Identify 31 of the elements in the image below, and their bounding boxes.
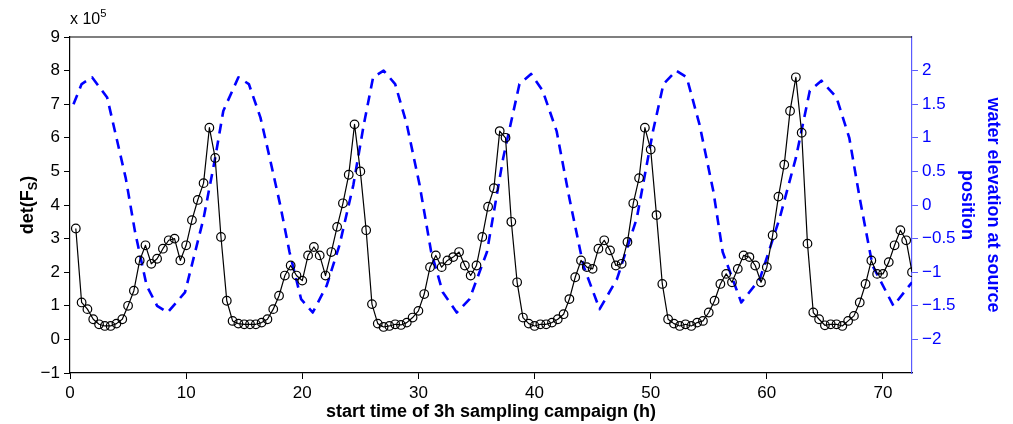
y2-tick-label: 1 bbox=[922, 127, 932, 147]
x-axis-title: start time of 3h sampling campaign (h) bbox=[325, 400, 657, 421]
y2-tick-label: −1.5 bbox=[922, 295, 956, 315]
y-tick-label: 9 bbox=[50, 26, 60, 46]
y2-tick-label: −0.5 bbox=[922, 228, 956, 248]
y2-tick-label: −1 bbox=[922, 261, 942, 281]
y-tick-label: −1 bbox=[40, 362, 60, 382]
y2-tick-label: 1.5 bbox=[922, 93, 946, 113]
x-tick-label: 30 bbox=[408, 382, 428, 402]
y2-tick-label: 2 bbox=[922, 60, 932, 80]
y-axis-title: det(FS) bbox=[16, 175, 40, 235]
x-tick-label: 70 bbox=[873, 382, 893, 402]
y2-tick-label: −2 bbox=[922, 329, 942, 349]
y-tick-label: 2 bbox=[50, 261, 60, 281]
x-tick-label: 40 bbox=[525, 382, 545, 402]
y-tick-label: 7 bbox=[50, 93, 60, 113]
y2-tick-label: 0 bbox=[922, 194, 932, 214]
x-tick-label: 20 bbox=[292, 382, 312, 402]
y2-axis-title: water elevation at source position bbox=[958, 96, 1005, 313]
x-tick-label: 0 bbox=[65, 382, 75, 402]
y-tick-label: 6 bbox=[50, 127, 60, 147]
y-tick-label: 3 bbox=[50, 228, 60, 248]
x-tick-label: 50 bbox=[641, 382, 661, 402]
y2-tick-label: 0.5 bbox=[922, 161, 946, 181]
y-tick-label: 0 bbox=[50, 329, 60, 349]
x-tick-label: 10 bbox=[176, 382, 196, 402]
y-tick-label: 8 bbox=[50, 60, 60, 80]
y-tick-label: 1 bbox=[50, 295, 60, 315]
x-tick-label: 60 bbox=[757, 382, 777, 402]
y-tick-label: 4 bbox=[50, 194, 60, 214]
y-tick-label: 5 bbox=[50, 161, 60, 181]
